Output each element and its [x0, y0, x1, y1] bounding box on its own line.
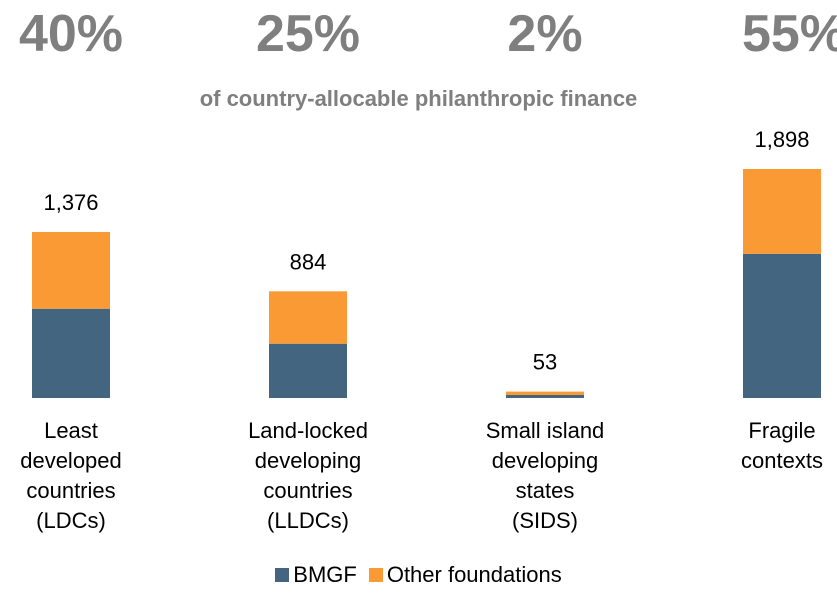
category-label-line: (LLDCs) [267, 508, 349, 533]
category-label-line: countries [26, 478, 116, 503]
category-label-line: developed [20, 448, 122, 473]
chart-subtitle: of country-allocable philanthropic finan… [199, 86, 638, 111]
bar-segment-other-2 [506, 391, 584, 395]
legend-label-bmgf: BMGF [293, 562, 357, 587]
total-label-3: 1,898 [754, 127, 809, 152]
legend-item-bmgf: BMGF [275, 562, 357, 588]
category-label-line: countries [263, 478, 353, 503]
category-label-line: Least [44, 418, 98, 443]
bar-segment-other-0 [32, 231, 110, 309]
category-label-line: Land-locked [248, 418, 368, 443]
category-label-line: states [515, 478, 575, 503]
bar-segment-bmgf-0 [32, 308, 110, 398]
category-label-ldcs: Least developed countries (LDCs) [0, 416, 156, 536]
headline-pct-3: 2% [507, 5, 583, 63]
legend-swatch-bmgf [275, 568, 290, 582]
legend-item-other: Other foundations [368, 562, 562, 588]
total-label-1: 884 [290, 249, 327, 274]
total-label-0: 1,376 [43, 190, 98, 215]
chart-legend: BMGF Other foundations [0, 562, 837, 588]
bar-segment-other-3 [743, 169, 821, 254]
headline-pct-1: 40% [18, 5, 124, 63]
legend-swatch-other [368, 568, 383, 582]
category-label-line: Small island [485, 418, 605, 443]
bar-segment-other-1 [269, 291, 347, 344]
category-label-line: Fragile [748, 418, 816, 443]
category-label-line: contexts [741, 448, 823, 473]
headline-pct-4: 55% [741, 5, 837, 63]
bar-segment-bmgf-1 [269, 343, 347, 398]
total-label-2: 53 [533, 350, 557, 375]
category-label-line: (LDCs) [36, 508, 106, 533]
bar-segment-bmgf-3 [743, 253, 821, 398]
category-label-lldcs: Land-locked developing countries (LLDCs) [223, 416, 393, 536]
category-label-line: developing [491, 448, 599, 473]
category-label-fragile: Fragile contexts [697, 416, 837, 476]
category-label-line: (SIDS) [512, 508, 578, 533]
headline-pct-2: 25% [255, 5, 361, 63]
bar-segment-bmgf-2 [506, 394, 584, 398]
category-label-sids: Small island developing states (SIDS) [460, 416, 630, 536]
category-label-line: developing [254, 448, 362, 473]
legend-label-other: Other foundations [386, 562, 562, 587]
